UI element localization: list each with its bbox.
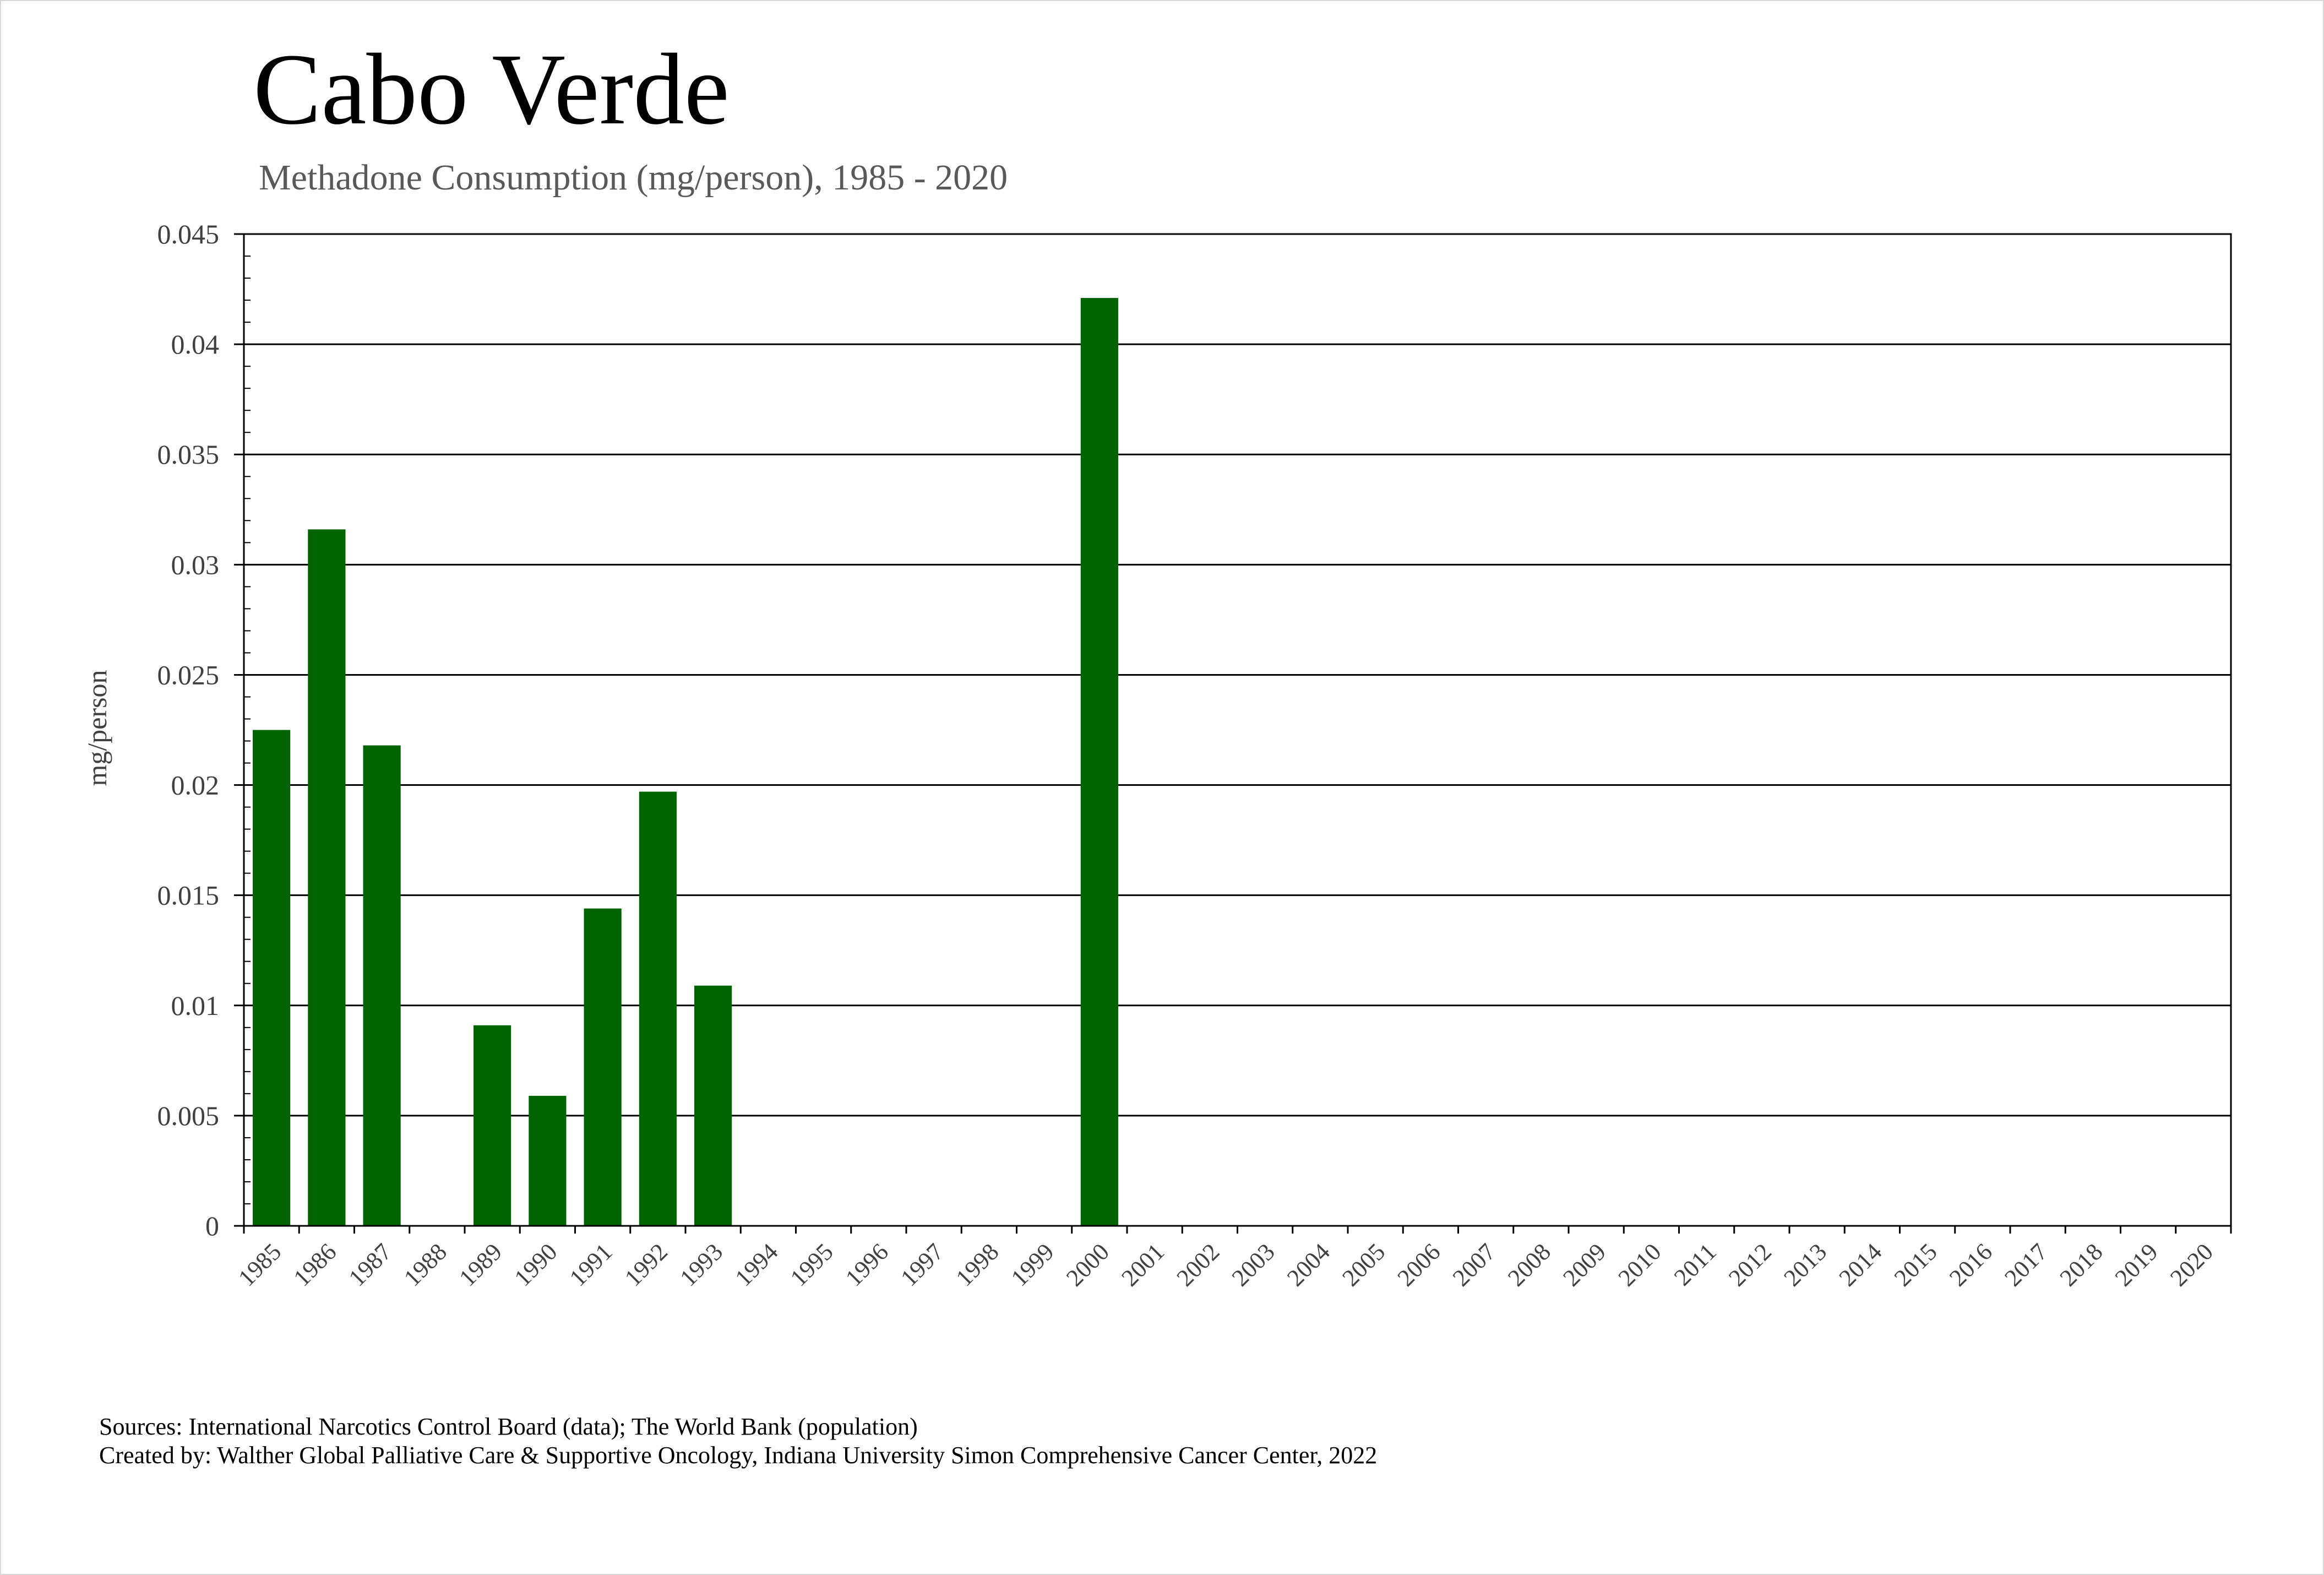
x-tick-label: 2017	[1999, 1238, 2053, 1291]
y-tick-label: 0.01	[171, 990, 220, 1021]
created-by-note: Created by: Walther Global Palliative Ca…	[99, 1442, 1378, 1469]
y-tick-label: 0.015	[157, 880, 220, 911]
x-tick-label: 1997	[895, 1238, 949, 1291]
x-tick-label: 1998	[951, 1238, 1004, 1291]
x-tick-label: 2020	[2165, 1238, 2218, 1291]
x-tick-label: 2000	[1061, 1238, 1114, 1291]
y-tick-label: 0.005	[157, 1100, 220, 1131]
x-tick-label: 2004	[1282, 1238, 1335, 1291]
x-tick-labels: 1985 1986 1987 1988 1989 1990 1991 1992 1993 1994…	[233, 1238, 2218, 1291]
x-tick-label: 2007	[1447, 1238, 1501, 1291]
sources-note: Sources: International Narcotics Control…	[99, 1413, 918, 1440]
gridlines	[244, 233, 2231, 1117]
x-tick-label: 2013	[1778, 1238, 1832, 1291]
x-tick-label: 2002	[1172, 1238, 1225, 1291]
x-tick-label: 2014	[1834, 1238, 1887, 1291]
x-tick-label: 1994	[730, 1238, 783, 1291]
bar-1987	[363, 745, 401, 1226]
x-tick-label: 1990	[509, 1238, 563, 1291]
y-tick-labels: 0 0.005 0.01 0.015 0.02 0.025 0.03 0.035 0.04 0.0…	[157, 219, 220, 1241]
axes	[234, 233, 2232, 1234]
x-tick-label: 2009	[1558, 1238, 1611, 1291]
x-tick-label: 1987	[344, 1238, 397, 1291]
x-tick-label: 2016	[1944, 1238, 1998, 1291]
x-tick-label: 2010	[1613, 1238, 1667, 1291]
bar-1993	[694, 985, 732, 1226]
y-tick-label: 0.02	[171, 770, 220, 801]
bar-1986	[308, 529, 346, 1226]
y-tick-label: 0.03	[171, 549, 220, 580]
y-tick-label: 0.04	[171, 329, 220, 360]
chart-subtitle: Methadone Consumption (mg/person), 1985 …	[259, 158, 1008, 198]
x-tick-label: 1995	[785, 1238, 839, 1291]
x-tick-label: 1989	[454, 1238, 507, 1291]
plot-border	[243, 233, 2232, 1227]
x-tick-label: 2008	[1503, 1238, 1556, 1291]
x-tick-label: 2019	[2110, 1238, 2163, 1291]
y-tick-label: 0.035	[157, 439, 220, 470]
x-tick-label: 1991	[564, 1238, 618, 1291]
x-tick-label: 1992	[619, 1238, 673, 1291]
x-tick-label: 1986	[289, 1238, 342, 1291]
x-tick-label: 2005	[1337, 1238, 1390, 1291]
footer-notes: Sources: International Narcotics Control…	[99, 1413, 1377, 1470]
bar-1989	[473, 1025, 511, 1226]
x-tick-label: 2015	[1889, 1238, 1942, 1291]
bar-2000	[1080, 298, 1118, 1226]
x-tick-label: 1988	[399, 1238, 452, 1291]
bar-1985	[253, 730, 291, 1226]
x-tick-label: 2001	[1116, 1238, 1169, 1291]
bar-1992	[639, 791, 677, 1226]
y-tick-label: 0	[205, 1210, 219, 1241]
x-tick-label: 2011	[1669, 1238, 1722, 1291]
x-tick-label: 1985	[233, 1238, 286, 1291]
x-tick-label: 2012	[1723, 1238, 1777, 1291]
x-tick-label: 2003	[1227, 1238, 1280, 1291]
x-tick-label: 1993	[674, 1238, 728, 1291]
y-tick-label: 0.045	[157, 219, 220, 249]
x-tick-label: 2018	[2055, 1238, 2108, 1291]
y-tick-label: 0.025	[157, 659, 220, 690]
x-tick-label: 1999	[1006, 1238, 1059, 1291]
bars	[253, 298, 1118, 1226]
x-tick-label: 1996	[840, 1238, 894, 1291]
bar-1991	[584, 908, 622, 1226]
bar-1990	[529, 1095, 567, 1226]
chart-title: Cabo Verde	[253, 33, 730, 146]
x-tick-label: 2006	[1392, 1238, 1446, 1291]
